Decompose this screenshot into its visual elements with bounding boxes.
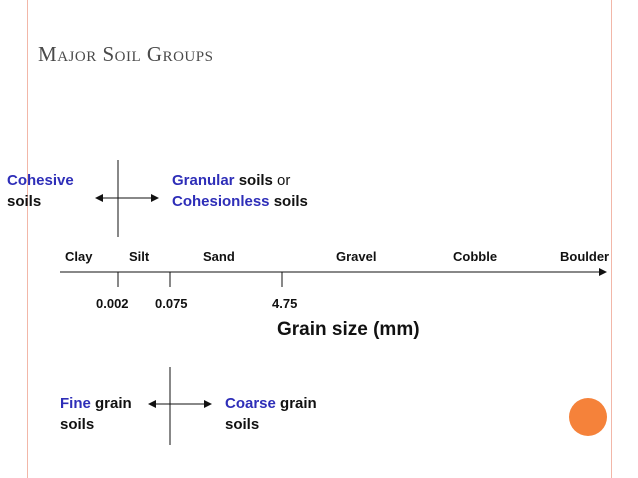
left-border-frame [0,0,28,478]
slide-title: MAJOR SOIL GROUPS [38,42,214,66]
granular-soils-label: Granular soils or Cohesionless soils [172,172,308,210]
tick-label-0075: 0.075 [155,296,188,311]
tick-label-0002: 0.002 [96,296,129,311]
category-boulder: Boulder [560,249,610,264]
coarse-grain-soils-label: Coarse grain soils [225,395,317,433]
tick-label-475: 4.75 [272,296,298,311]
category-cobble: Cobble [453,249,498,264]
right-border-frame [611,0,638,478]
category-gravel: Gravel [336,249,377,264]
category-clay: Clay [65,249,93,264]
axis-title: Grain size (mm) [277,319,420,340]
orange-circle-decoration [569,398,607,436]
cohesive-soils-label: Cohesive soils [7,172,74,210]
fine-grain-soils-label: Fine grain soils [60,395,132,433]
category-sand: Sand [203,249,235,264]
category-silt: Silt [129,249,150,264]
